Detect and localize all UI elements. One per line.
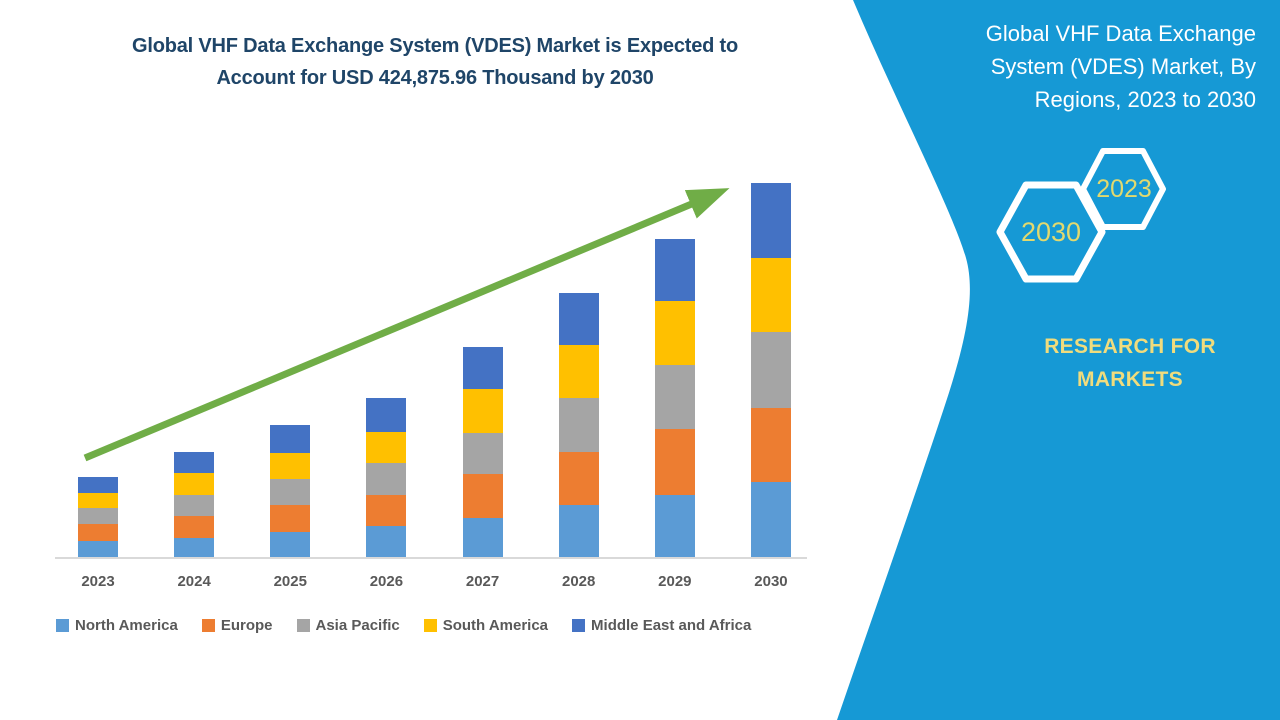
legend-item-asia-pacific: Asia Pacific [296,617,400,634]
x-axis-label-2030: 2030 [754,573,788,590]
bar-2028 [558,293,599,557]
legend-item-north-america: North America [56,617,178,634]
bar-segment-europe-2023 [78,524,118,541]
x-axis-label-2023: 2023 [81,573,115,590]
bar-segment-europe-2025 [270,505,311,532]
bar-2030 [750,183,791,557]
bar-segment-europe-2026 [366,495,407,526]
bar-segment-south-america-2027 [462,389,503,433]
chart-title-line1: Global VHF Data Exchange System (VDES) M… [132,35,738,57]
x-axis-label-2024: 2024 [177,573,211,590]
chart-title-line2: Account for USD 424,875.96 Thousand by 2… [216,67,654,89]
hexagon-label-2023: 2023 [1096,175,1152,203]
x-axis-label-2026: 2026 [369,573,404,590]
brand-name-line2: MARKETS [1077,368,1183,391]
bar-segment-asia-pacific-2024 [174,495,215,516]
bar-segment-north-america-2024 [174,538,215,557]
bar-segment-north-america-2028 [558,505,599,557]
legend-swatch-north-america [56,619,69,632]
bar-segment-asia-pacific-2027 [462,433,503,474]
bar-segment-north-america-2025 [270,532,311,557]
bar-segment-europe-2029 [654,429,695,495]
bar-2029 [654,239,695,557]
bar-segment-asia-pacific-2025 [270,479,311,505]
bar-segment-north-america-2029 [654,495,695,557]
legend-item-middle-east-and-africa: Middle East and Africa [572,617,751,634]
legend-swatch-europe [201,619,215,632]
bar-segment-north-america-2023 [78,541,118,557]
side-panel-shape [837,0,1280,720]
bar-segment-europe-2024 [174,516,215,538]
x-axis-label-2029: 2029 [658,573,692,590]
x-axis-label-2025: 2025 [273,573,307,590]
side-panel-title-line2: System (VDES) Market, By [990,54,1256,79]
legend-item-south-america: South America [423,617,549,634]
bar-segment-europe-2027 [462,474,503,518]
bar-segment-middle-east-and-africa-2029 [654,239,695,301]
bar-segment-south-america-2029 [654,301,695,365]
bar-segment-middle-east-and-africa-2026 [366,398,407,432]
bar-segment-south-america-2026 [366,432,407,463]
bar-segment-asia-pacific-2030 [750,332,791,408]
hexagon-2030-outline [996,181,1106,283]
bar-segment-south-america-2025 [270,453,311,479]
bar-segment-north-america-2026 [366,526,407,557]
brand-name-line1: RESEARCH FOR [1044,335,1216,358]
bar-segment-middle-east-and-africa-2028 [558,293,599,345]
hexagon-label-2030: 2030 [1020,217,1082,247]
bar-segment-asia-pacific-2029 [654,365,695,429]
bar-segment-south-america-2023 [78,493,118,508]
bar-segment-north-america-2030 [750,482,791,557]
legend-swatch-middle-east-and-africa [572,619,586,632]
bar-segment-europe-2028 [558,452,599,505]
bar-segment-europe-2030 [750,408,791,482]
legend-label-europe: Europe [220,617,273,634]
hexagon-2023-outline [1080,148,1166,230]
bar-segment-middle-east-and-africa-2030 [750,183,791,258]
bar-segment-asia-pacific-2026 [366,463,407,495]
side-panel-title: Global VHF Data Exchange System (VDES) M… [938,17,1256,116]
legend-label-asia-pacific: Asia Pacific [315,617,400,634]
bar-2027 [462,347,503,557]
side-panel-title-line1: Global VHF Data Exchange [985,21,1256,46]
bar-2025 [270,425,311,557]
bar-2026 [366,398,407,557]
brand-name: RESEARCH FOR MARKETS [1010,330,1250,396]
bar-segment-north-america-2027 [462,518,503,557]
bar-segment-middle-east-and-africa-2025 [270,425,311,453]
bar-segment-south-america-2028 [558,345,599,398]
bar-segment-middle-east-and-africa-2023 [78,477,118,493]
chart-title: Global VHF Data Exchange System (VDES) M… [45,30,825,94]
bar-2024 [174,452,215,557]
legend-swatch-asia-pacific [296,619,310,632]
bar-segment-asia-pacific-2023 [78,508,118,524]
bar-segment-asia-pacific-2028 [558,398,599,452]
chart-legend: North America Europe Asia Pacific South Ame… [56,617,866,634]
x-axis-line [55,557,807,559]
legend-swatch-south-america [423,619,437,632]
legend-item-europe: Europe [201,617,273,634]
x-axis-label-2027: 2027 [465,573,500,590]
bar-2023 [78,477,118,557]
legend-label-south-america: South America [442,617,549,634]
bar-segment-south-america-2024 [174,473,215,495]
legend-label-middle-east-and-africa: Middle East and Africa [591,617,752,634]
bar-segment-middle-east-and-africa-2027 [462,347,503,389]
bar-segment-middle-east-and-africa-2024 [174,452,215,473]
side-panel-title-line3: Regions, 2023 to 2030 [1034,87,1256,112]
bar-segment-south-america-2030 [750,258,791,332]
x-axis-label-2028: 2028 [562,573,596,590]
legend-label-north-america: North America [75,617,178,634]
